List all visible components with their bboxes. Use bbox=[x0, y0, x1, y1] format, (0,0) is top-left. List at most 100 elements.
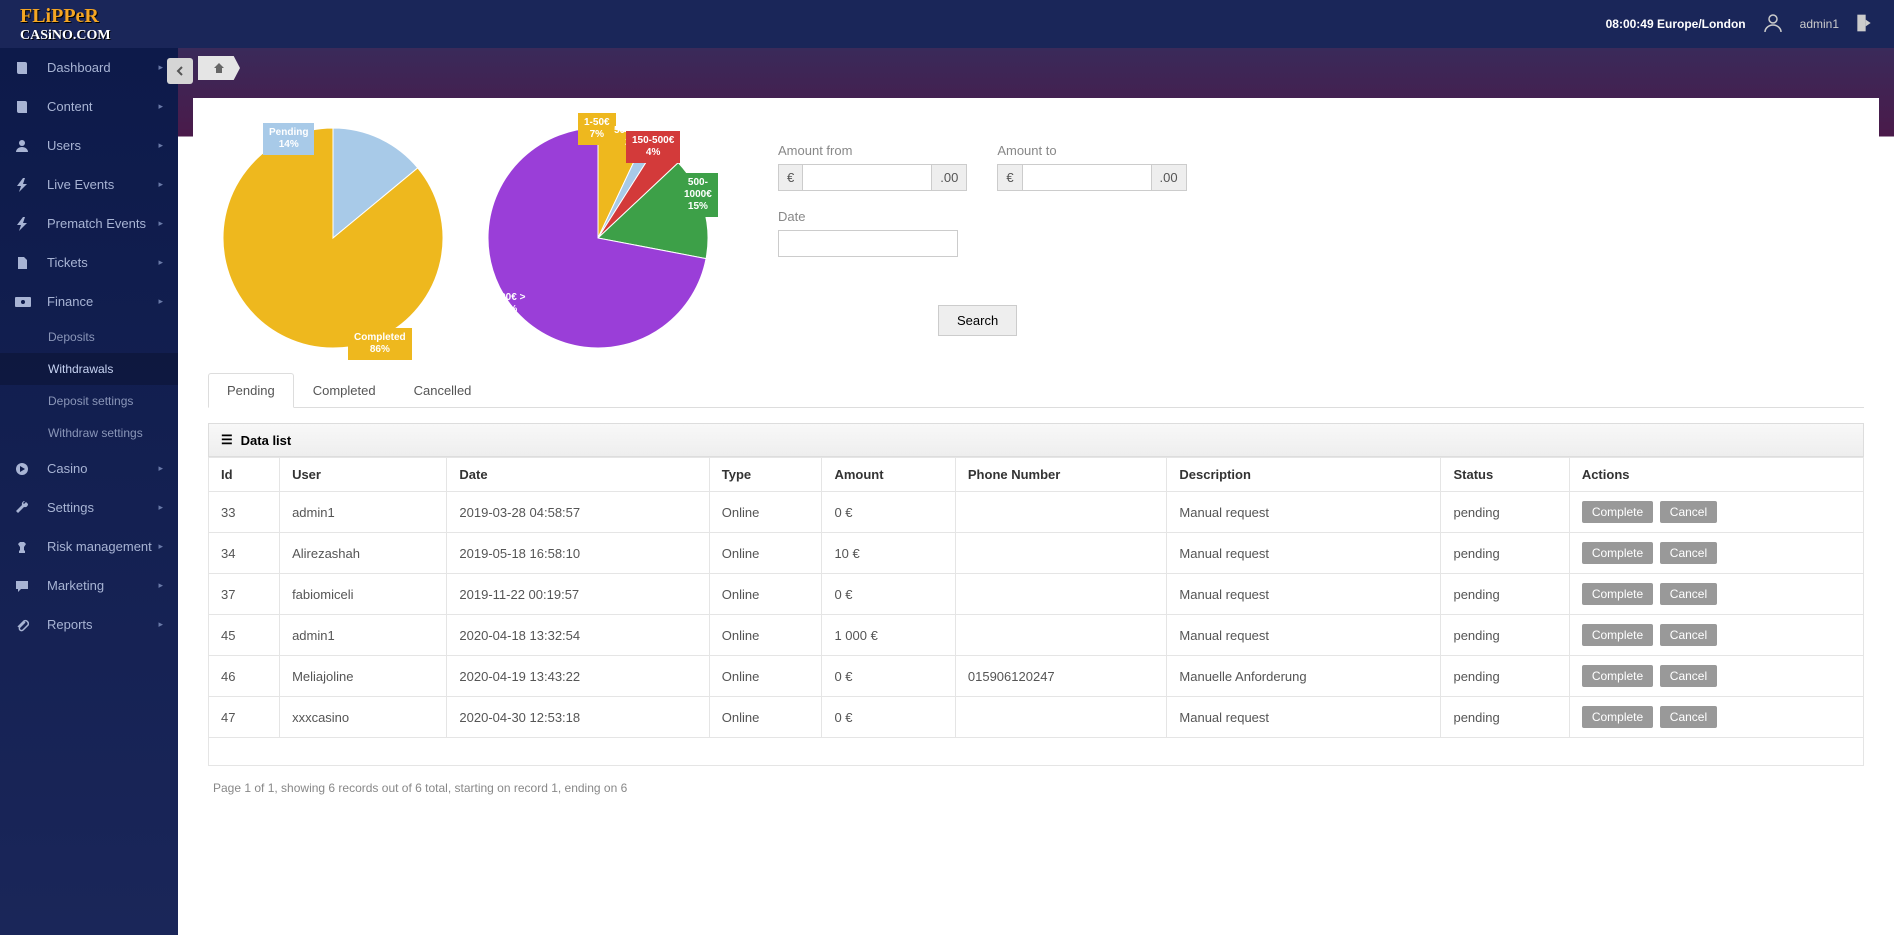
complete-button[interactable]: Complete bbox=[1582, 501, 1653, 523]
column-header[interactable]: Amount bbox=[822, 458, 955, 492]
header-right: 08:00:49 Europe/London admin1 bbox=[1606, 11, 1874, 38]
tab-cancelled[interactable]: Cancelled bbox=[395, 373, 491, 408]
sidebar-item-content[interactable]: Content ▸ bbox=[0, 87, 178, 126]
chevron-right-icon: ▸ bbox=[158, 619, 163, 630]
sidebar: Dashboard ▸ Content ▸ Users ▸ Live Event… bbox=[0, 48, 178, 935]
list-icon: ☰ bbox=[221, 432, 233, 448]
datalist-header: ☰ Data list bbox=[208, 423, 1864, 457]
column-header[interactable]: Description bbox=[1167, 458, 1441, 492]
banknote-icon bbox=[15, 296, 35, 308]
tab-pending[interactable]: Pending bbox=[208, 373, 294, 408]
bolt-icon bbox=[15, 217, 35, 231]
pie-slice-label: Pending14% bbox=[263, 123, 314, 155]
time-display: 08:00:49 Europe/London bbox=[1606, 17, 1746, 31]
bolt-icon bbox=[15, 178, 35, 192]
sidebar-item-casino[interactable]: Casino ▸ bbox=[0, 449, 178, 488]
complete-button[interactable]: Complete bbox=[1582, 542, 1653, 564]
chevron-right-icon: ▸ bbox=[158, 296, 163, 307]
sidebar-item-label: Content bbox=[47, 99, 158, 114]
sidebar-item-risk-management[interactable]: Risk management ▸ bbox=[0, 527, 178, 566]
main-content: Pending14%Completed86% 1-50€7%50-150€2%1… bbox=[178, 48, 1894, 935]
play-icon bbox=[15, 462, 35, 476]
column-header[interactable]: Type bbox=[709, 458, 822, 492]
chevron-right-icon: ▸ bbox=[158, 101, 163, 112]
column-header[interactable]: User bbox=[280, 458, 447, 492]
column-header[interactable]: Id bbox=[209, 458, 280, 492]
date-input[interactable] bbox=[778, 230, 958, 257]
sidebar-item-live-events[interactable]: Live Events ▸ bbox=[0, 165, 178, 204]
sidebar-toggle[interactable] bbox=[167, 58, 193, 84]
table-row: 46 Meliajoline 2020-04-19 13:43:22 Onlin… bbox=[209, 656, 1864, 697]
logout-icon[interactable] bbox=[1854, 11, 1874, 38]
amount-to-input[interactable] bbox=[1022, 164, 1152, 191]
cancel-button[interactable]: Cancel bbox=[1660, 665, 1717, 687]
complete-button[interactable]: Complete bbox=[1582, 583, 1653, 605]
chevron-right-icon: ▸ bbox=[158, 62, 163, 73]
cancel-button[interactable]: Cancel bbox=[1660, 542, 1717, 564]
complete-button[interactable]: Complete bbox=[1582, 706, 1653, 728]
sidebar-item-settings[interactable]: Settings ▸ bbox=[0, 488, 178, 527]
sidebar-item-label: Settings bbox=[47, 500, 158, 515]
sidebar-item-label: Prematch Events bbox=[47, 216, 158, 231]
pie-slice-label: 500-1000€15% bbox=[678, 173, 718, 217]
sidebar-subitem-deposits[interactable]: Deposits bbox=[0, 321, 178, 353]
chevron-right-icon: ▸ bbox=[158, 218, 163, 229]
sidebar-subitem-deposit-settings[interactable]: Deposit settings bbox=[0, 385, 178, 417]
sidebar-item-finance[interactable]: Finance ▸ bbox=[0, 282, 178, 321]
column-header[interactable]: Actions bbox=[1569, 458, 1863, 492]
breadcrumb-home[interactable] bbox=[198, 56, 240, 80]
amount-from-label: Amount from bbox=[778, 143, 967, 158]
sidebar-subitem-withdrawals[interactable]: Withdrawals bbox=[0, 353, 178, 385]
book-icon bbox=[15, 100, 35, 114]
cancel-button[interactable]: Cancel bbox=[1660, 501, 1717, 523]
sidebar-item-label: Tickets bbox=[47, 255, 158, 270]
sidebar-item-label: Dashboard bbox=[47, 60, 158, 75]
file-icon bbox=[15, 256, 35, 270]
chevron-right-icon: ▸ bbox=[158, 502, 163, 513]
table-row: 34 Alirezashah 2019-05-18 16:58:10 Onlin… bbox=[209, 533, 1864, 574]
search-button[interactable]: Search bbox=[938, 305, 1017, 336]
chevron-right-icon: ▸ bbox=[158, 463, 163, 474]
sidebar-item-dashboard[interactable]: Dashboard ▸ bbox=[0, 48, 178, 87]
pie-slice-label: Completed86% bbox=[348, 328, 412, 360]
table-row: 33 admin1 2019-03-28 04:58:57 Online 0 €… bbox=[209, 492, 1864, 533]
column-header[interactable]: Status bbox=[1441, 458, 1569, 492]
paperclip-icon bbox=[15, 618, 35, 632]
sidebar-item-users[interactable]: Users ▸ bbox=[0, 126, 178, 165]
pie-slice-label: 150-500€4% bbox=[626, 131, 680, 163]
sidebar-item-reports[interactable]: Reports ▸ bbox=[0, 605, 178, 644]
header: FLiPPeR CASiNO.COM 08:00:49 Europe/Londo… bbox=[0, 0, 1894, 48]
tab-completed[interactable]: Completed bbox=[294, 373, 395, 408]
withdrawals-table: IdUserDateTypeAmountPhone NumberDescript… bbox=[208, 457, 1864, 766]
amount-to-label: Amount to bbox=[997, 143, 1186, 158]
amount-from-input[interactable] bbox=[802, 164, 932, 191]
filter-panel: Amount from € .00 Amount to € bbox=[778, 113, 1864, 363]
column-header[interactable]: Phone Number bbox=[955, 458, 1167, 492]
sidebar-item-label: Finance bbox=[47, 294, 158, 309]
date-label: Date bbox=[778, 209, 958, 224]
column-header[interactable]: Date bbox=[447, 458, 709, 492]
cancel-button[interactable]: Cancel bbox=[1660, 706, 1717, 728]
user-icon bbox=[15, 139, 35, 153]
logo[interactable]: FLiPPeR CASiNO.COM bbox=[20, 4, 111, 44]
book-icon bbox=[15, 61, 35, 75]
sidebar-item-prematch-events[interactable]: Prematch Events ▸ bbox=[0, 204, 178, 243]
chess-icon bbox=[15, 540, 35, 554]
sidebar-item-label: Live Events bbox=[47, 177, 158, 192]
sidebar-item-tickets[interactable]: Tickets ▸ bbox=[0, 243, 178, 282]
amount-pie-chart: 1-50€7%50-150€2%150-500€4%500-1000€15%10… bbox=[488, 113, 738, 363]
chevron-right-icon: ▸ bbox=[158, 179, 163, 190]
complete-button[interactable]: Complete bbox=[1582, 624, 1653, 646]
sidebar-item-label: Users bbox=[47, 138, 158, 153]
sidebar-item-label: Risk management bbox=[47, 539, 158, 554]
sidebar-subitem-withdraw-settings[interactable]: Withdraw settings bbox=[0, 417, 178, 449]
sidebar-item-label: Marketing bbox=[47, 578, 158, 593]
cancel-button[interactable]: Cancel bbox=[1660, 624, 1717, 646]
breadcrumb-bar bbox=[178, 48, 1894, 88]
complete-button[interactable]: Complete bbox=[1582, 665, 1653, 687]
chevron-right-icon: ▸ bbox=[158, 140, 163, 151]
sidebar-item-marketing[interactable]: Marketing ▸ bbox=[0, 566, 178, 605]
cancel-button[interactable]: Cancel bbox=[1660, 583, 1717, 605]
table-row: 45 admin1 2020-04-18 13:32:54 Online 1 0… bbox=[209, 615, 1864, 656]
user-icon[interactable] bbox=[1761, 11, 1785, 38]
